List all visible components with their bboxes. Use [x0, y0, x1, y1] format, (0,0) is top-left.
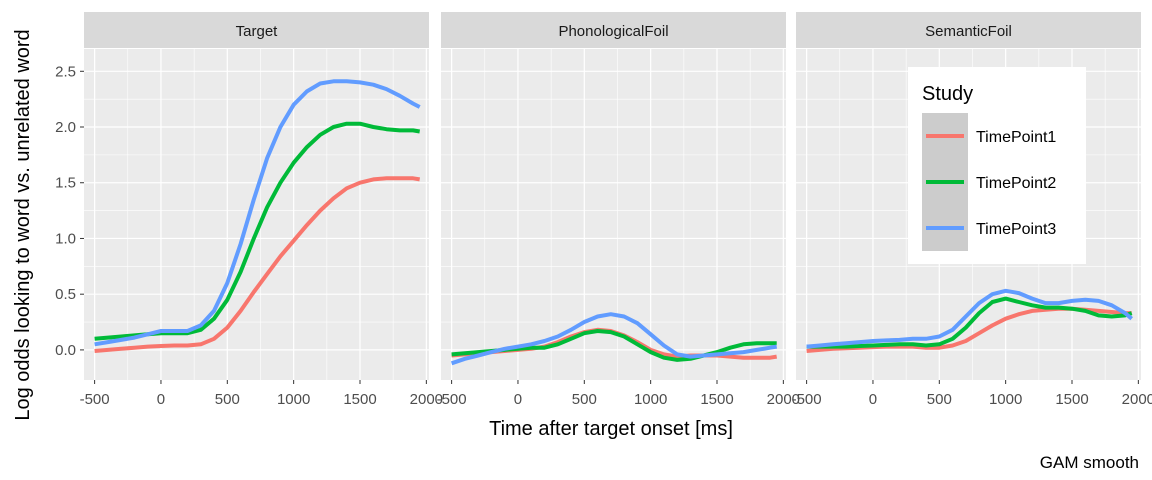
x-tick-label: 0: [514, 391, 522, 408]
panel-strip: [441, 12, 786, 48]
legend-label: TimePoint2: [976, 175, 1056, 192]
x-tick-label: 1500: [700, 391, 733, 408]
y-tick-label: 1.5: [55, 175, 76, 192]
panel-strip: [84, 12, 429, 48]
x-tick-label: 1000: [277, 391, 310, 408]
x-tick-label: -500: [437, 391, 467, 408]
y-tick-label: 0.5: [55, 286, 76, 303]
x-tick-label: 500: [572, 391, 597, 408]
chart-caption: GAM smooth: [1040, 453, 1139, 472]
legend-entry-TimePoint3: TimePoint3: [922, 205, 1056, 251]
legend-entries: TimePoint1 TimePoint2 TimePoint3: [922, 113, 1056, 251]
x-tick-label: 1500: [343, 391, 376, 408]
x-tick-label: 2000: [1122, 391, 1152, 408]
series-line-TimePoint1: [94, 176, 421, 353]
legend-entry-TimePoint2: TimePoint2: [922, 159, 1056, 205]
x-tick-label: 2000: [767, 391, 800, 408]
x-tick-label: 0: [869, 391, 877, 408]
x-tick-label: 1000: [989, 391, 1022, 408]
y-axis-title: Log odds looking to word vs. unrelated w…: [12, 29, 34, 420]
x-tick-label: 2000: [410, 391, 443, 408]
series-line-TimePoint3: [94, 79, 421, 347]
legend-label: TimePoint1: [976, 129, 1056, 146]
panel-PhonologicalFoil: PhonologicalFoil: [441, 12, 786, 380]
panel-Target: Target: [84, 12, 429, 380]
panel-strip: [796, 12, 1141, 48]
x-tick-label: 500: [927, 391, 952, 408]
y-tick-label: 1.0: [55, 230, 76, 247]
panel-background: [84, 49, 429, 380]
legend-label: TimePoint3: [976, 221, 1056, 238]
series-line-TimePoint3: [450, 312, 778, 366]
legend-title: Study: [922, 83, 973, 105]
x-tick-label: 0: [157, 391, 165, 408]
x-axis-title: Time after target onset [ms]: [489, 418, 733, 440]
legend: Study TimePoint1 TimePoint2 TimePoint3: [908, 67, 1086, 264]
y-tick-label: 2.0: [55, 119, 76, 136]
x-tick-label: 1500: [1055, 391, 1088, 408]
series-line-TimePoint3: [806, 288, 1133, 349]
legend-entry-TimePoint1: TimePoint1: [922, 113, 1056, 159]
y-tick-label: 0.0: [55, 342, 76, 359]
x-axis-ticks: -500 0 500 1000 1500 2000-500 0 500 1000 1500 2000…: [80, 380, 1152, 408]
x-tick-label: 500: [215, 391, 240, 408]
panel-strip-label: Target: [236, 23, 279, 40]
y-tick-label: 2.5: [55, 63, 76, 80]
y-axis-ticks: 0.0 0.5 1.0 1.5 2.0 2.5: [55, 63, 84, 359]
panel-background: [441, 49, 786, 380]
x-tick-label: 1000: [634, 391, 667, 408]
x-tick-label: -500: [80, 391, 110, 408]
panel-strip-label: SemanticFoil: [925, 23, 1012, 40]
panel-strip-label: PhonologicalFoil: [558, 23, 668, 40]
series-line-TimePoint2: [806, 296, 1133, 349]
x-tick-label: -500: [792, 391, 822, 408]
